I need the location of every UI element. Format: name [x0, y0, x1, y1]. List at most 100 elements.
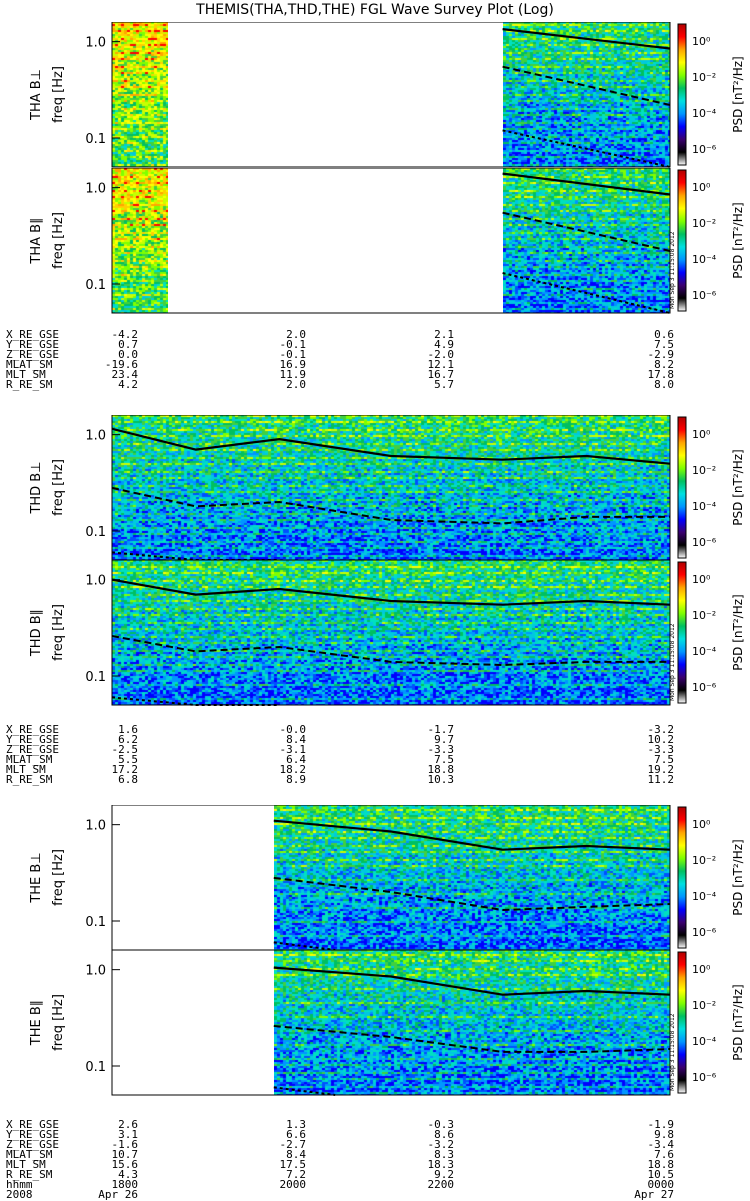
colorbar-tick-label: 10⁰: [692, 428, 711, 441]
ephemeris-value: 2.0: [286, 378, 306, 391]
solid-frequency-line: [273, 819, 671, 851]
panel-0: 1.0 0.1 THA B⊥ freq [Hz] 10⁰ 10⁻² 10⁻⁴ 10⁻⁶ PSD …: [29, 22, 745, 168]
ephemeris-label: R_RE_SM: [6, 773, 53, 786]
ephemeris-value: 7.5: [434, 753, 454, 766]
colorbar-tick-label: 10⁻⁴: [692, 500, 717, 513]
colorbar-tick-label: 10⁻⁴: [692, 253, 717, 266]
ephemeris-value: Apr 27: [634, 1188, 674, 1201]
ephemeris-row: MLT_SM 15.6 17.5 18.3 18.8: [6, 1158, 706, 1171]
ephemeris-value: 7.5: [654, 753, 674, 766]
ephemeris-value: 17.5: [279, 1158, 307, 1171]
ephemeris-label: MLT_SM: [6, 763, 46, 776]
spectrogram-0-segment-0: [112, 22, 168, 167]
ephemeris-value: -3.4: [647, 1138, 675, 1151]
ephemeris-row: Z_RE_GSE -2.5 -3.1 -3.3 -3.3: [6, 743, 706, 756]
colorbar: [677, 23, 687, 166]
colorbar-tick-label: 10⁻²: [692, 71, 716, 84]
ephemeris-value: 1.6: [118, 723, 138, 736]
ephemeris-label: MLAT_SM: [6, 358, 53, 371]
ephemeris-label: 2008: [6, 1188, 33, 1201]
ephemeris-value: 10.7: [111, 1148, 139, 1161]
colorbar-label: PSD [nT²/Hz]: [731, 984, 745, 1060]
colorbar: [677, 806, 687, 949]
colorbar-tick-label: 10⁻²: [692, 217, 716, 230]
ephemeris-value: 3.1: [118, 1128, 138, 1141]
ephemeris-value: 11.9: [279, 368, 307, 381]
ephemeris-value: 2.0: [286, 328, 306, 341]
panel-5: 1.0 0.1 THE B∥ freq [Hz] 10⁰ 10⁻² 10⁻⁴ 10⁻⁶ PSD …: [29, 950, 745, 1096]
ephemeris-value: 0000: [647, 1178, 675, 1191]
ephemeris-value: 11.2: [647, 773, 675, 786]
colorbar-label: PSD [nT²/Hz]: [731, 449, 745, 525]
ephemeris-value: 0.6: [654, 328, 674, 341]
solid-frequency-line: [273, 966, 671, 996]
ephemeris-value: -1.7: [427, 723, 455, 736]
colorbar-tick-label: 10⁰: [692, 35, 711, 48]
ephemeris-value: 10.3: [427, 773, 455, 786]
y-axis-unit: freq [Hz]: [51, 849, 66, 906]
colorbar-tick-label: 10⁻⁴: [692, 645, 717, 658]
ephemeris-row: MLAT_SM -19.6 16.9 12.1 8.2: [6, 358, 706, 371]
colorbar-tick-label: 10⁰: [692, 963, 711, 976]
ephemeris-value: 12.1: [427, 358, 455, 371]
spectrogram-1-segment-1: [503, 168, 670, 313]
ephemeris-block: X_RE_GSE 2.6 1.3 -0.3 -1.9 Y_RE_GSE 3.1 6.6 8.6 9…: [6, 1118, 706, 1201]
ephemeris-row: Z_RE_GSE 0.0 -0.1 -2.0 -2.9: [6, 348, 706, 361]
colorbar-tick-label: 10⁰: [692, 181, 711, 194]
ephemeris-row: MLAT_SM 5.5 6.4 7.5 7.5: [6, 753, 706, 766]
ephemeris-value: 2200: [427, 1178, 455, 1191]
spectrogram-1-segment-0: [112, 168, 168, 313]
y-axis-unit: freq [Hz]: [51, 459, 66, 516]
ephemeris-value: -3.1: [279, 743, 307, 756]
colorbar: [677, 951, 687, 1094]
panel-2: 1.0 0.1 THD B⊥ freq [Hz] 10⁰ 10⁻² 10⁻⁴ 10⁻⁶ PSD …: [29, 415, 745, 561]
solid-frequency-line: [111, 578, 671, 606]
y-tick-label: 0.1: [85, 132, 106, 147]
ephemeris-value: -2.5: [111, 743, 139, 756]
ephemeris-label: X_RE_GSE: [6, 1118, 59, 1131]
ephemeris-value: 10.2: [647, 733, 675, 746]
plot-title: THEMIS(THA,THD,THE) FGL Wave Survey Plot…: [196, 2, 554, 18]
panel-frame: [111, 950, 671, 1096]
ephemeris-value: 16.9: [279, 358, 307, 371]
ephemeris-value: 9.7: [434, 733, 454, 746]
ephemeris-block: X_RE_GSE -4.2 2.0 2.1 0.6 Y_RE_GSE 0.7 -0.1 4.9 7…: [6, 328, 706, 391]
ephemeris-row: X_RE_GSE 2.6 1.3 -0.3 -1.9: [6, 1118, 706, 1131]
ephemeris-value: 18.8: [647, 1158, 675, 1171]
dashed-frequency-line: [273, 1025, 671, 1053]
ephemeris-value: -0.1: [279, 338, 307, 351]
ephemeris-value: 2.1: [434, 328, 454, 341]
ephemeris-label: MLAT_SM: [6, 1148, 53, 1161]
ephemeris-label: MLT_SM: [6, 1158, 46, 1171]
timestamp-stamp: Mon Sep 3 11:15:08 2012: [669, 623, 676, 701]
y-axis-unit: freq [Hz]: [51, 66, 66, 123]
ephemeris-value: 8.6: [434, 1128, 454, 1141]
ephemeris-label: Z_RE_GSE: [6, 743, 59, 756]
y-tick-label: 0.1: [85, 1060, 106, 1075]
ephemeris-value: -2.0: [427, 348, 455, 361]
panel-label: THE B∥: [29, 1000, 44, 1046]
colorbar-tick-label: 10⁻⁴: [692, 890, 717, 903]
ephemeris-row: MLT_SM 17.2 18.2 18.8 19.2: [6, 763, 706, 776]
y-tick-label: 0.1: [85, 670, 106, 685]
ephemeris-value: 7.2: [286, 1168, 306, 1181]
ephemeris-value: 8.9: [286, 773, 306, 786]
ephemeris-value: 7.6: [654, 1148, 674, 1161]
y-tick-label: 0.1: [85, 525, 106, 540]
ephemeris-value: 1.3: [286, 1118, 306, 1131]
ephemeris-row: X_RE_GSE -4.2 2.0 2.1 0.6: [6, 328, 706, 341]
ephemeris-value: 0.0: [118, 348, 138, 361]
colorbar-label: PSD [nT²/Hz]: [731, 594, 745, 670]
ephemeris-value: 8.0: [654, 378, 674, 391]
colorbar-tick-label: 10⁻⁶: [692, 1071, 717, 1084]
colorbar-tick-label: 10⁻²: [692, 854, 716, 867]
spectrogram-5-segment-0: [274, 950, 670, 1095]
ephemeris-value: 8.3: [434, 1148, 454, 1161]
ephemeris-value: 6.4: [286, 753, 306, 766]
ephemeris-value: 18.8: [427, 763, 455, 776]
dotted-frequency-line: [502, 129, 671, 168]
ephemeris-value: 4.3: [118, 1168, 138, 1181]
colorbar-tick-label: 10⁻²: [692, 999, 716, 1012]
panel-frame: [111, 168, 671, 314]
spectrogram-3-segment-0: [112, 560, 670, 705]
